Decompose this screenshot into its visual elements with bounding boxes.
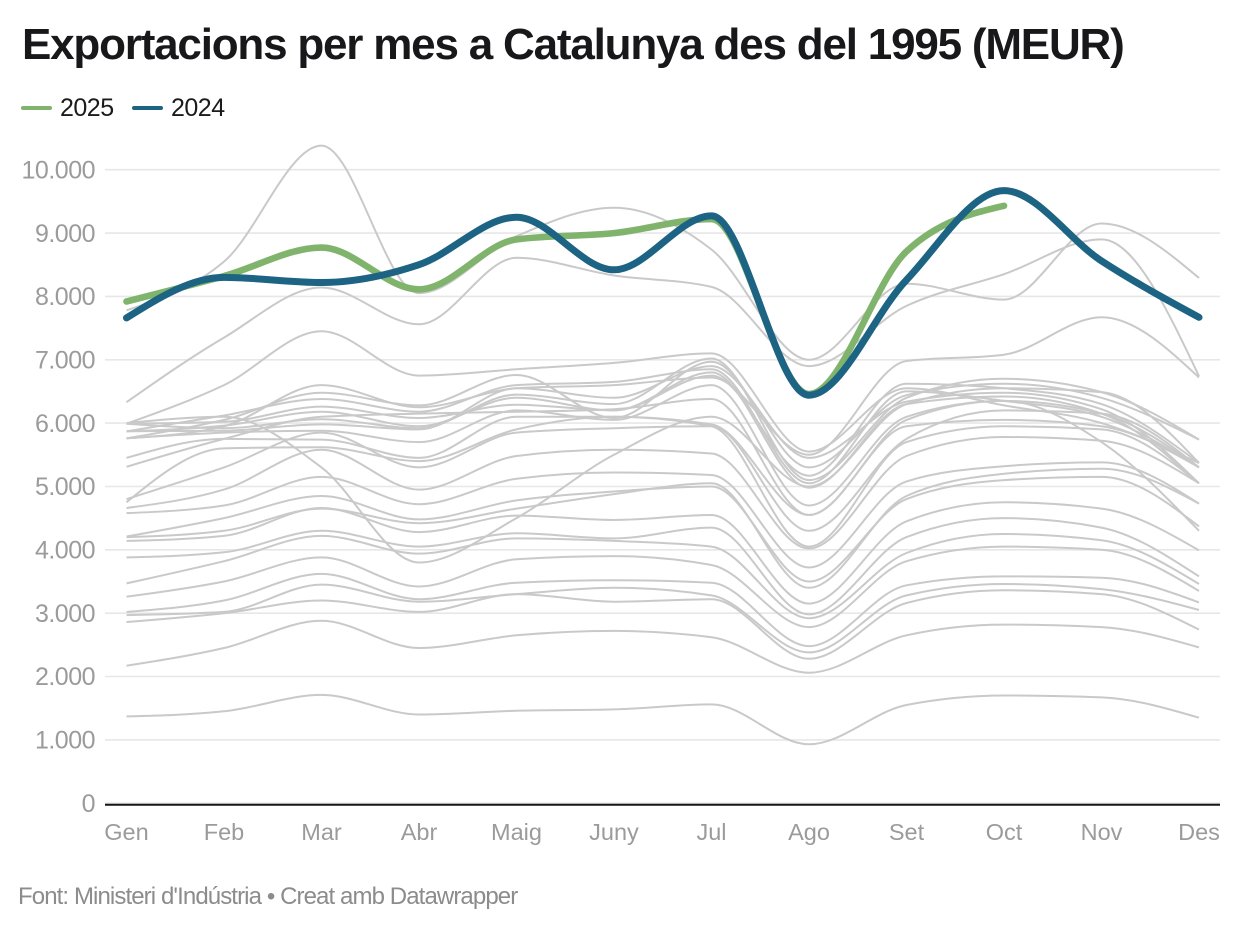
svg-text:Abr: Abr — [401, 819, 438, 845]
svg-text:Oct: Oct — [986, 819, 1023, 845]
svg-text:Des: Des — [1178, 819, 1220, 845]
svg-text:0: 0 — [82, 790, 95, 818]
svg-text:1.000: 1.000 — [35, 727, 95, 755]
svg-text:10.000: 10.000 — [22, 156, 95, 184]
svg-text:Gen: Gen — [104, 819, 148, 845]
svg-text:9.000: 9.000 — [35, 220, 95, 248]
svg-text:5.000: 5.000 — [35, 473, 95, 501]
svg-text:8.000: 8.000 — [35, 283, 95, 311]
svg-text:2.000: 2.000 — [35, 663, 95, 691]
svg-text:6.000: 6.000 — [35, 410, 95, 438]
svg-text:3.000: 3.000 — [35, 600, 95, 628]
svg-text:4.000: 4.000 — [35, 537, 95, 565]
svg-text:Feb: Feb — [204, 819, 245, 845]
svg-text:Ago: Ago — [788, 819, 830, 845]
svg-text:Jul: Jul — [696, 819, 726, 845]
svg-text:Set: Set — [889, 819, 925, 845]
svg-text:7.000: 7.000 — [35, 347, 95, 375]
svg-text:Nov: Nov — [1081, 819, 1123, 845]
svg-text:Juny: Juny — [589, 819, 639, 845]
svg-text:Mar: Mar — [301, 819, 342, 845]
svg-text:Maig: Maig — [491, 819, 542, 845]
